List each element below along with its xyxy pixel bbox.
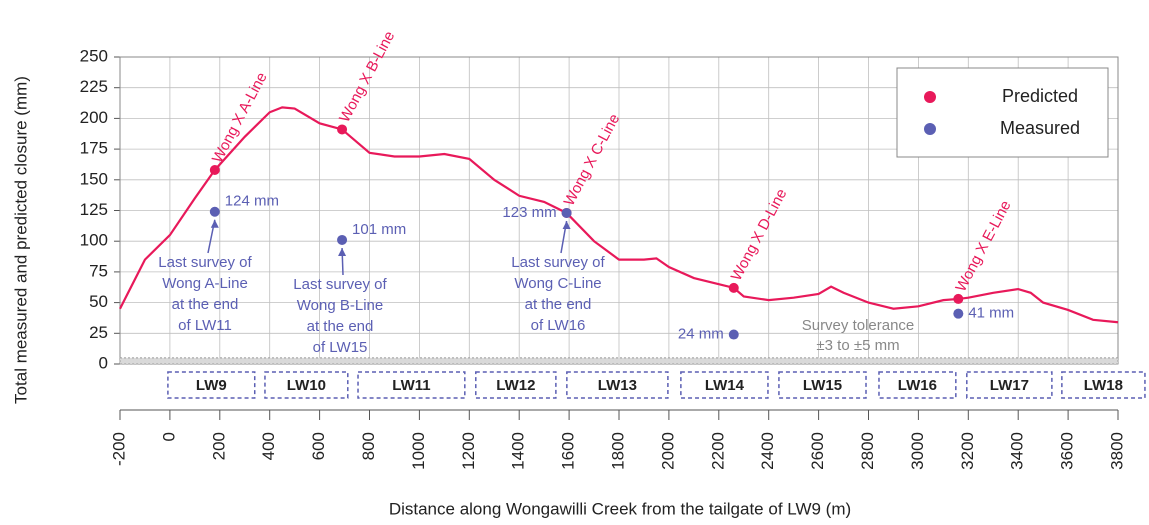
- y-tick-label: 25: [89, 323, 108, 342]
- survey-note: at the end: [307, 318, 374, 335]
- panel-label: LW11: [392, 377, 430, 394]
- x-axis-title: Distance along Wongawilli Creek from the…: [389, 499, 851, 518]
- panel-label: LW14: [705, 377, 745, 394]
- y-tick-label: 175: [80, 139, 108, 158]
- y-tick-label: 0: [99, 353, 108, 372]
- note-arrowhead: [562, 220, 571, 229]
- predicted-point: [209, 164, 220, 175]
- x-tick-label: 1600: [559, 432, 578, 470]
- panel: [566, 371, 669, 399]
- survey-note: at the end: [172, 296, 239, 313]
- value-label: 124 mm: [225, 193, 279, 210]
- predicted-point: [953, 293, 964, 304]
- value-label: 41 mm: [968, 305, 1014, 322]
- panel: [778, 371, 867, 399]
- legend-box: [896, 67, 1109, 158]
- x-tick-label: 2800: [858, 432, 877, 470]
- legend-label: Predicted: [1002, 86, 1078, 106]
- survey-note: of LW15: [313, 339, 368, 356]
- legend-marker: [924, 123, 936, 135]
- legend-label: Measured: [1000, 118, 1080, 138]
- x-tick-label: 200: [209, 432, 228, 460]
- x-tick-label: 3600: [1058, 432, 1077, 470]
- x-tick-label: 400: [259, 432, 278, 460]
- x-tick-label: 1200: [459, 432, 478, 470]
- x-tick-label: 3800: [1107, 432, 1126, 470]
- survey-note: Last survey of: [293, 276, 387, 293]
- tolerance-label: Survey tolerance: [802, 317, 915, 334]
- note-arrowhead: [338, 247, 347, 256]
- survey-note: Last survey of: [511, 254, 605, 271]
- measured-point: [561, 207, 572, 218]
- panel: [357, 371, 466, 399]
- x-tick-label: 1400: [509, 432, 528, 470]
- y-tick-label: 125: [80, 200, 108, 219]
- y-tick-label: 200: [80, 108, 108, 127]
- tolerance-band: [119, 357, 1119, 365]
- measured-point: [209, 206, 220, 217]
- panel: [167, 371, 256, 399]
- x-tick-label: 2600: [808, 432, 827, 470]
- line-label: Wong X B-Line: [336, 28, 398, 125]
- value-label: 24 mm: [678, 325, 724, 342]
- survey-note: at the end: [525, 296, 592, 313]
- line-label: Wong X D-Line: [728, 186, 791, 284]
- y-tick-label: 250: [80, 46, 108, 65]
- line-label: Wong X C-Line: [561, 111, 624, 209]
- panel: [966, 371, 1053, 399]
- x-tick-label: 3200: [958, 432, 977, 470]
- y-tick-label: 75: [89, 261, 108, 280]
- survey-note: Wong C-Line: [514, 275, 601, 292]
- x-tick-label: 1800: [608, 432, 627, 470]
- x-tick-label: -200: [109, 432, 128, 466]
- panel: [264, 371, 349, 399]
- value-label: 101 mm: [352, 221, 406, 238]
- y-tick-label: 100: [80, 231, 108, 250]
- measured-point: [953, 308, 964, 319]
- tolerance-label: ±3 to ±5 mm: [816, 337, 899, 354]
- survey-note: of LW16: [531, 317, 586, 334]
- panel: [1061, 371, 1146, 399]
- panel: [680, 371, 769, 399]
- predicted-point: [337, 124, 348, 135]
- y-tick-label: 50: [89, 292, 108, 311]
- x-tick-label: 600: [309, 432, 328, 460]
- panel-label: LW13: [598, 377, 637, 394]
- x-tick-label: 800: [359, 432, 378, 460]
- x-tick-label: 3000: [908, 432, 927, 470]
- x-tick-label: 2000: [658, 432, 677, 470]
- measured-point: [728, 329, 739, 340]
- panel: [475, 371, 557, 399]
- panel-label: LW18: [1084, 377, 1123, 394]
- legend-marker: [924, 91, 936, 103]
- panel-label: LW9: [196, 377, 227, 394]
- y-tick-label: 225: [80, 77, 108, 96]
- panel-label: LW10: [287, 377, 326, 394]
- survey-note: of LW11: [178, 317, 232, 334]
- line-label: Wong X A-Line: [209, 70, 271, 166]
- panel-label: LW12: [496, 377, 535, 394]
- x-tick-label: 2200: [708, 432, 727, 470]
- panel-label: LW17: [990, 377, 1029, 394]
- note-arrowhead: [210, 219, 219, 228]
- x-tick-label: 3400: [1008, 432, 1027, 470]
- panel-label: LW16: [898, 377, 937, 394]
- survey-note: Wong A-Line: [162, 275, 248, 292]
- panel-label: LW15: [803, 377, 842, 394]
- value-label: 123 mm: [502, 204, 556, 221]
- survey-note: Wong B-Line: [297, 297, 383, 314]
- x-tick-label: 1000: [409, 432, 428, 470]
- x-tick-label: 0: [159, 432, 178, 441]
- line-label: Wong X E-Line: [952, 198, 1014, 295]
- measured-point: [337, 234, 348, 245]
- y-axis-title: Total measured and predicted closure (mm…: [11, 76, 30, 404]
- predicted-point: [728, 282, 739, 293]
- y-tick-label: 150: [80, 169, 108, 188]
- x-tick-label: 2400: [758, 432, 777, 470]
- panel: [878, 371, 957, 399]
- survey-note: Last survey of: [158, 254, 252, 271]
